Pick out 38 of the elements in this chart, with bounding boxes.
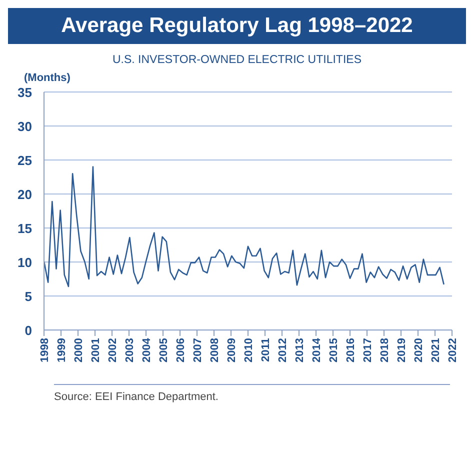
x-tick-label: 2007 xyxy=(192,338,204,362)
x-tick-label: 1998 xyxy=(38,338,51,362)
x-tick-label: 2016 xyxy=(344,338,357,362)
y-tick-label: 15 xyxy=(18,221,32,236)
x-tick-label: 2017 xyxy=(362,338,374,362)
x-tick-label: 2001 xyxy=(90,338,102,362)
x-tick-label: 2019 xyxy=(396,338,408,362)
source-note: Source: EEI Finance Department. xyxy=(54,391,220,403)
x-tick-label: 2020 xyxy=(412,338,425,362)
y-tick-label: 30 xyxy=(18,119,32,134)
x-tick-label: 2002 xyxy=(106,338,119,362)
x-tick-label: 2013 xyxy=(294,338,306,362)
chart-subtitle: U.S. INVESTOR-OWNED ELECTRIC UTILITIES xyxy=(112,54,362,66)
x-tick-label: 2010 xyxy=(242,338,255,362)
y-tick-label: 25 xyxy=(18,153,32,168)
y-tick-label: 35 xyxy=(18,85,32,100)
x-tick-label: 2011 xyxy=(260,338,272,362)
x-tick-label: 2000 xyxy=(72,338,85,362)
chart-title: Average Regulatory Lag 1998–2022 xyxy=(8,8,466,44)
x-tick-label: 2006 xyxy=(174,338,187,362)
x-tick-label: 2012 xyxy=(276,338,289,362)
x-tick-label: 2022 xyxy=(446,338,459,362)
y-axis-title: (Months) xyxy=(24,72,72,84)
x-tick-label: 2015 xyxy=(328,338,340,362)
x-tick-label: 2021 xyxy=(430,338,442,362)
line-series xyxy=(44,166,444,288)
x-tick-label: 2018 xyxy=(378,338,391,362)
x-tick-label: 2009 xyxy=(226,338,238,362)
y-tick-label: 10 xyxy=(18,255,32,270)
x-tick-label: 2005 xyxy=(158,338,170,362)
x-tick-label: 2008 xyxy=(208,338,221,362)
x-tick-label: 2014 xyxy=(310,337,323,362)
x-tick-label: 2003 xyxy=(124,338,136,362)
y-tick-label: 20 xyxy=(18,187,32,202)
x-tick-label: 2004 xyxy=(140,337,153,362)
x-tick-label: 1999 xyxy=(56,338,68,362)
y-tick-label: 0 xyxy=(24,323,32,338)
y-tick-label: 5 xyxy=(24,289,32,304)
